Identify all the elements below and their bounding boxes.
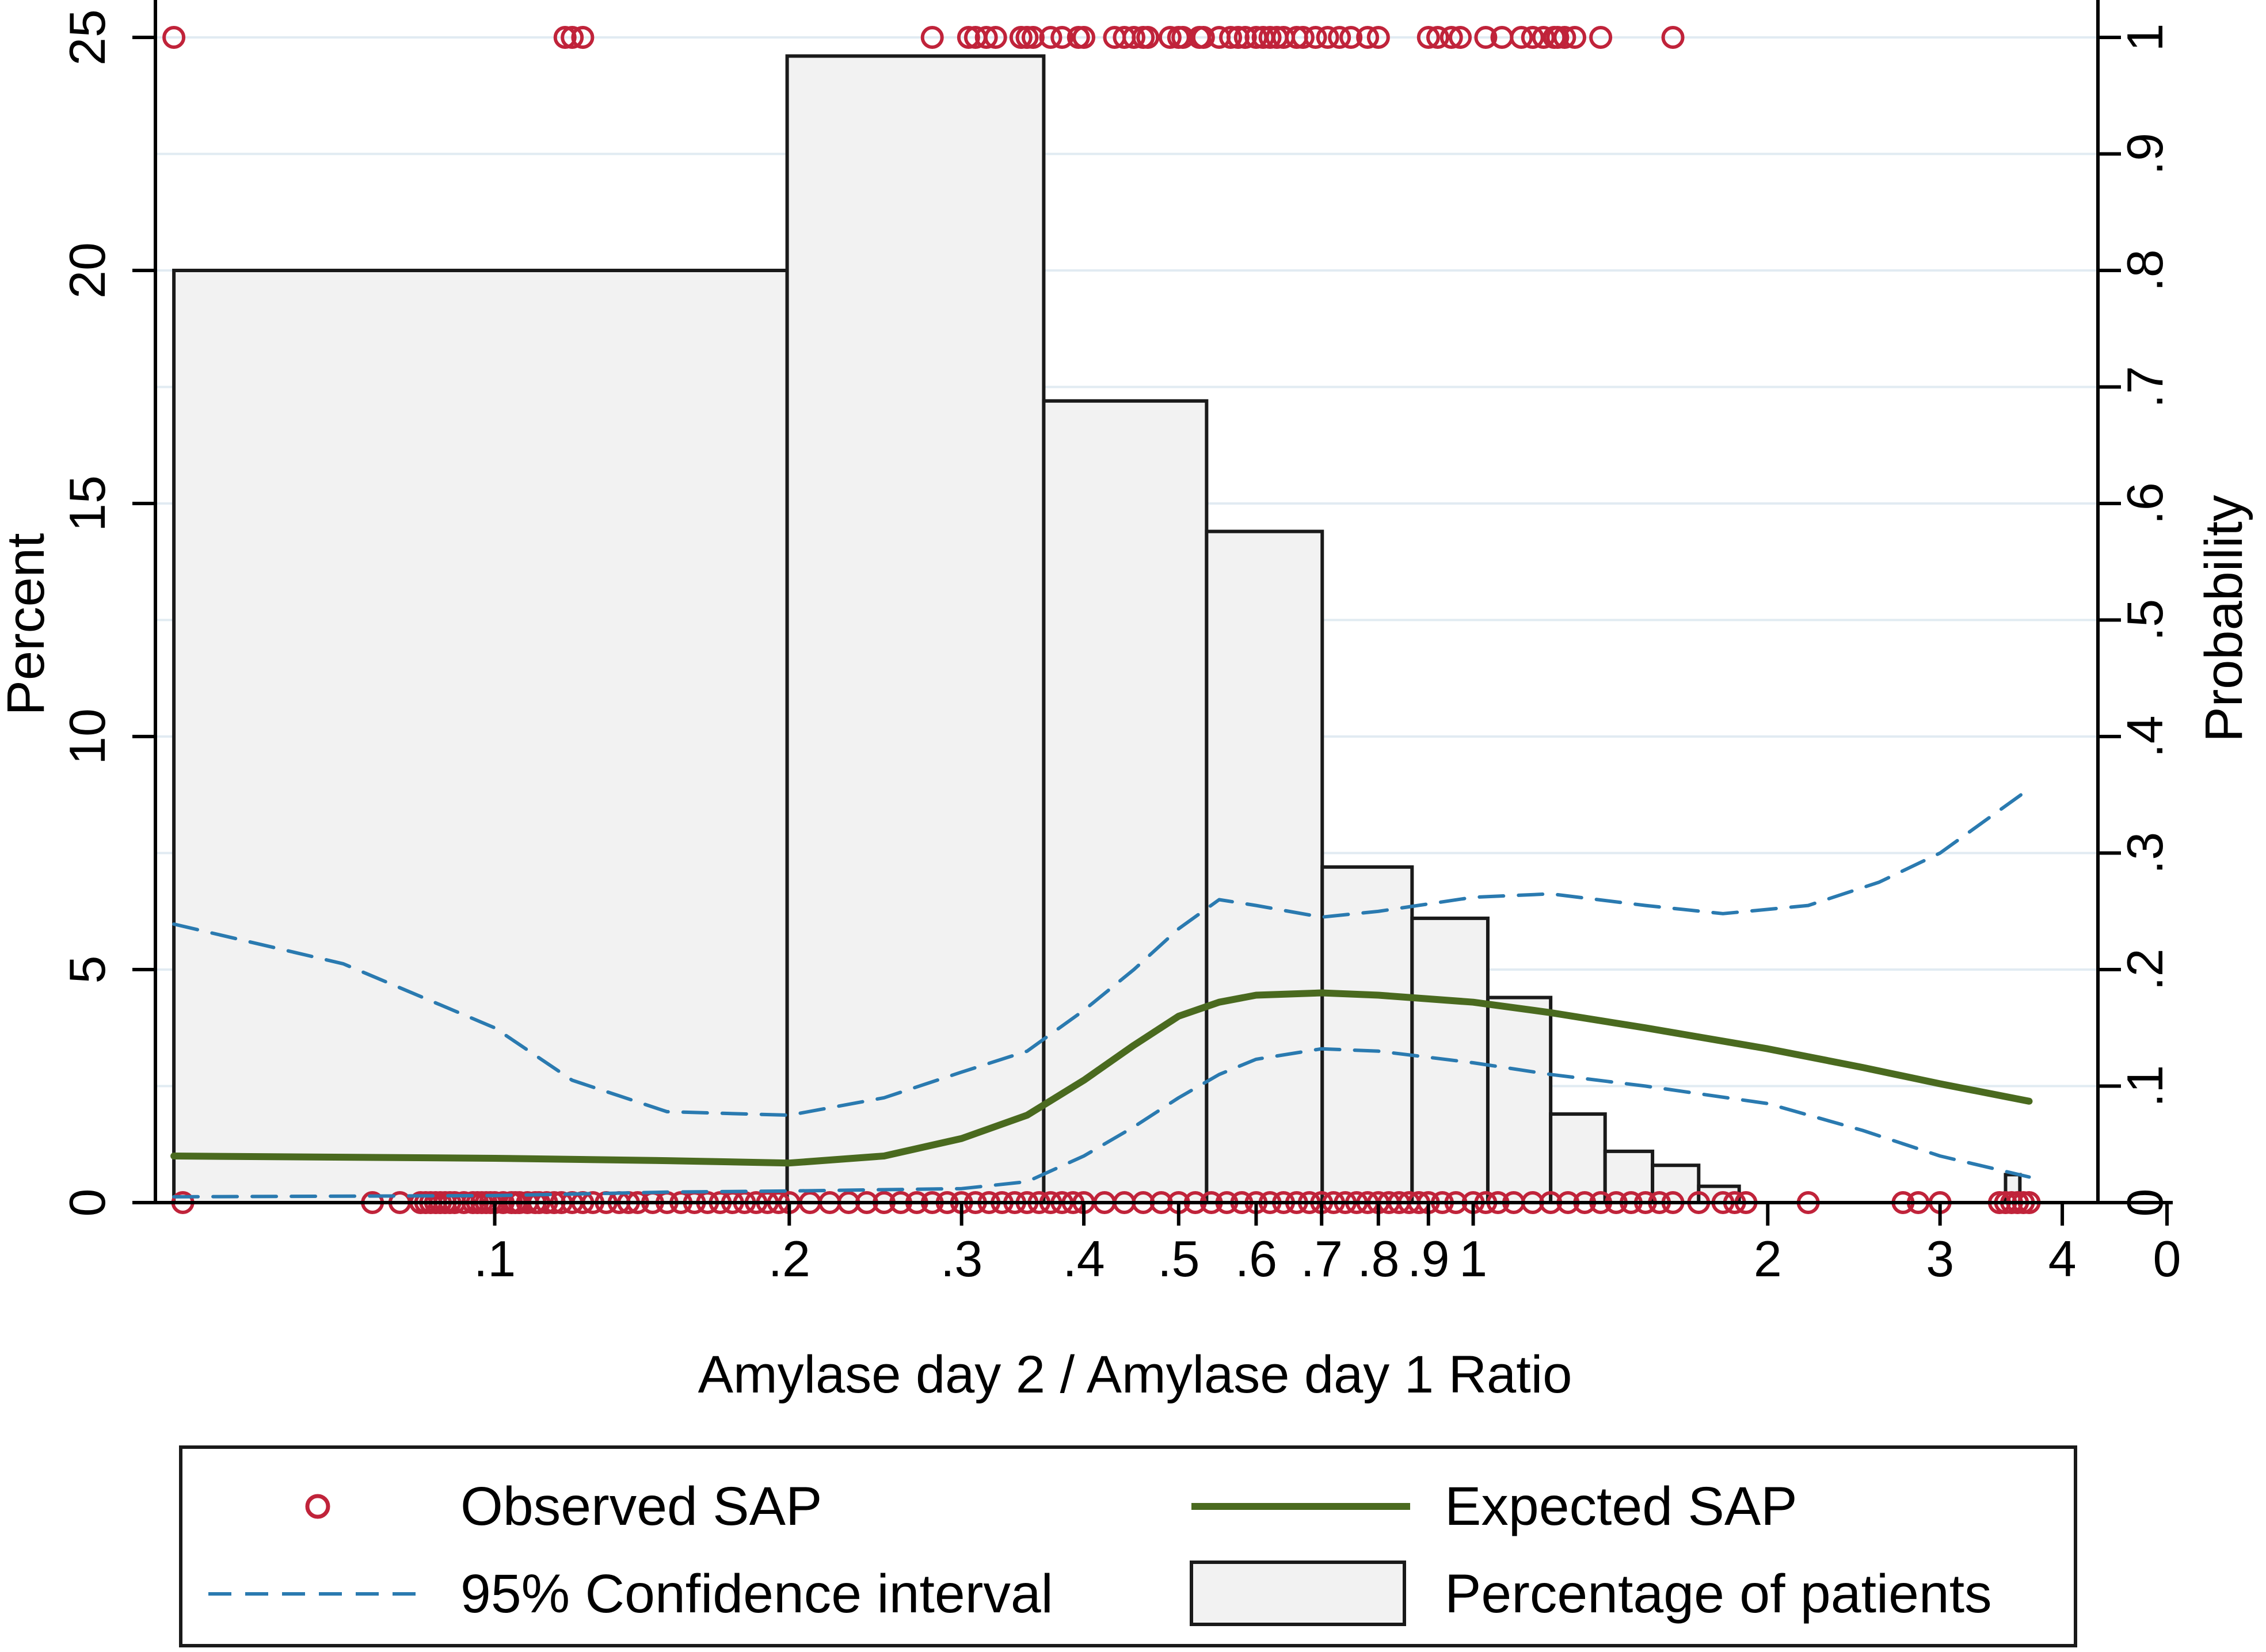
observed-point-one-15 (1072, 26, 1096, 49)
observed-point-one-40 (1339, 26, 1363, 49)
x-tick-label-12: 4 (2048, 1230, 2077, 1287)
left-y-axis-title: Percent (0, 533, 55, 715)
fitted-lines (170, 787, 2033, 1199)
observed-one-markers (162, 26, 1685, 49)
right-tick-label-6: .6 (2116, 482, 2173, 524)
observed-point-one-0 (162, 26, 186, 49)
axes (132, 0, 2173, 1226)
legend: Observed SAP Expected SAP 95% Confidence… (179, 1445, 2077, 1647)
x-tick-label-7: .8 (1357, 1230, 1399, 1287)
left-tick-label-1: 5 (59, 956, 116, 984)
observed-point-one-56 (1589, 26, 1613, 49)
x-tick-label-2: .3 (940, 1230, 982, 1287)
legend-observed-label: Observed SAP (460, 1476, 822, 1537)
observed-point-one-11 (1021, 26, 1045, 49)
observed-point-one-41 (1356, 26, 1380, 49)
right-tick-label-7: .7 (2116, 366, 2173, 408)
observed-point-one-25 (1191, 26, 1215, 49)
legend-observed-marker (305, 1494, 330, 1519)
x-axis-title: Amylase day 2 / Amylase day 1 Ratio (698, 1345, 1572, 1404)
histogram-bars (172, 54, 2022, 1205)
observed-point-one-2 (561, 26, 584, 49)
observed-point-one-44 (1426, 26, 1449, 49)
observed-point-one-20 (1136, 26, 1160, 49)
right-tick-label-1: .1 (2116, 1065, 2173, 1107)
legend-hist-swatch (1190, 1561, 1406, 1626)
observed-point-one-18 (1122, 26, 1146, 49)
histogram-bar-7 (1549, 1112, 1607, 1204)
x-tick-label-10: 2 (1754, 1230, 1782, 1287)
right-tick-label-9: .9 (2116, 133, 2173, 175)
right-tick-label-2: .2 (2116, 948, 2173, 990)
tick-labels: 05101520250.1.2.3.4.5.6.7.8.91.1.2.3.4.5… (59, 9, 2181, 1287)
observed-point-one-47 (1474, 26, 1498, 49)
observed-point-one-46 (1449, 26, 1472, 49)
histogram-bar-1 (785, 54, 1046, 1204)
ci-upper-line (172, 787, 2031, 1117)
observed-point-one-9 (1009, 26, 1033, 49)
observed-point-one-45 (1439, 26, 1463, 49)
observed-point-one-54 (1553, 26, 1576, 49)
x-tick-label-0: .1 (474, 1230, 516, 1287)
right-tick-label-8: .8 (2116, 249, 2173, 291)
observed-point-one-42 (1366, 26, 1390, 49)
x-tick-label-8: .9 (1407, 1230, 1449, 1287)
right-y-axis-title: Probability (2195, 495, 2253, 742)
x-tick-label-1: .2 (768, 1230, 810, 1287)
x-tick-label-11: 3 (1926, 1230, 1954, 1287)
x-tick-label-3: .4 (1062, 1230, 1105, 1287)
observed-point-one-37 (1304, 26, 1327, 49)
left-tick-label-5: 25 (59, 9, 116, 66)
observed-point-one-57 (1661, 26, 1685, 49)
observed-point-one-12 (1039, 26, 1062, 49)
right-tick-label-0: 0 (2116, 1189, 2173, 1217)
observed-point-one-36 (1291, 26, 1315, 49)
x-extra-tick-label: 0 (2153, 1230, 2181, 1287)
observed-point-one-43 (1416, 26, 1440, 49)
observed-point-one-53 (1546, 26, 1570, 49)
legend-hist-label: Percentage of patients (1445, 1563, 1992, 1624)
x-tick-label-4: .5 (1157, 1230, 1199, 1287)
x-tick-label-5: .6 (1235, 1230, 1277, 1287)
histogram-bar-9 (1651, 1163, 1701, 1204)
x-tick-label-9: 1 (1459, 1230, 1487, 1287)
observed-point-one-7 (974, 26, 998, 49)
observed-point-one-55 (1563, 26, 1587, 49)
left-tick-label-2: 10 (59, 708, 116, 765)
observed-point-one-50 (1521, 26, 1544, 49)
histogram-bar-2 (1042, 399, 1209, 1204)
ci-lower-line (172, 1047, 2031, 1199)
expected-sap-line (170, 989, 2033, 1167)
right-tick-label-10: 1 (2116, 24, 2173, 52)
observed-point-one-8 (984, 26, 1007, 49)
observed-point-one-1 (553, 26, 577, 49)
right-tick-label-4: .4 (2116, 715, 2173, 757)
legend-ci-label: 95% Confidence interval (460, 1563, 1053, 1624)
observed-point-one-4 (920, 26, 944, 49)
left-tick-label-4: 20 (59, 242, 116, 299)
legend-expected-label: Expected SAP (1445, 1476, 1797, 1537)
observed-point-one-5 (957, 26, 980, 49)
observed-point-one-49 (1510, 26, 1533, 49)
left-tick-label-0: 0 (59, 1189, 116, 1217)
x-tick-label-6: .7 (1301, 1230, 1343, 1287)
observed-point-one-21 (1158, 26, 1182, 49)
observed-point-one-38 (1316, 26, 1339, 49)
observed-point-one-39 (1328, 26, 1351, 49)
observed-point-one-13 (1050, 26, 1074, 49)
histogram-bar-6 (1486, 995, 1553, 1204)
right-tick-label-3: .3 (2116, 832, 2173, 874)
observed-point-one-27 (1219, 26, 1243, 49)
observed-point-one-29 (1233, 26, 1257, 49)
observed-point-one-3 (571, 26, 595, 49)
left-tick-label-3: 15 (59, 475, 116, 532)
right-tick-label-5: .5 (2116, 599, 2173, 641)
histogram-bar-0 (172, 269, 789, 1204)
observed-point-one-32 (1258, 26, 1282, 49)
legend-frame (179, 1445, 2077, 1647)
histogram-bar-3 (1205, 529, 1324, 1204)
